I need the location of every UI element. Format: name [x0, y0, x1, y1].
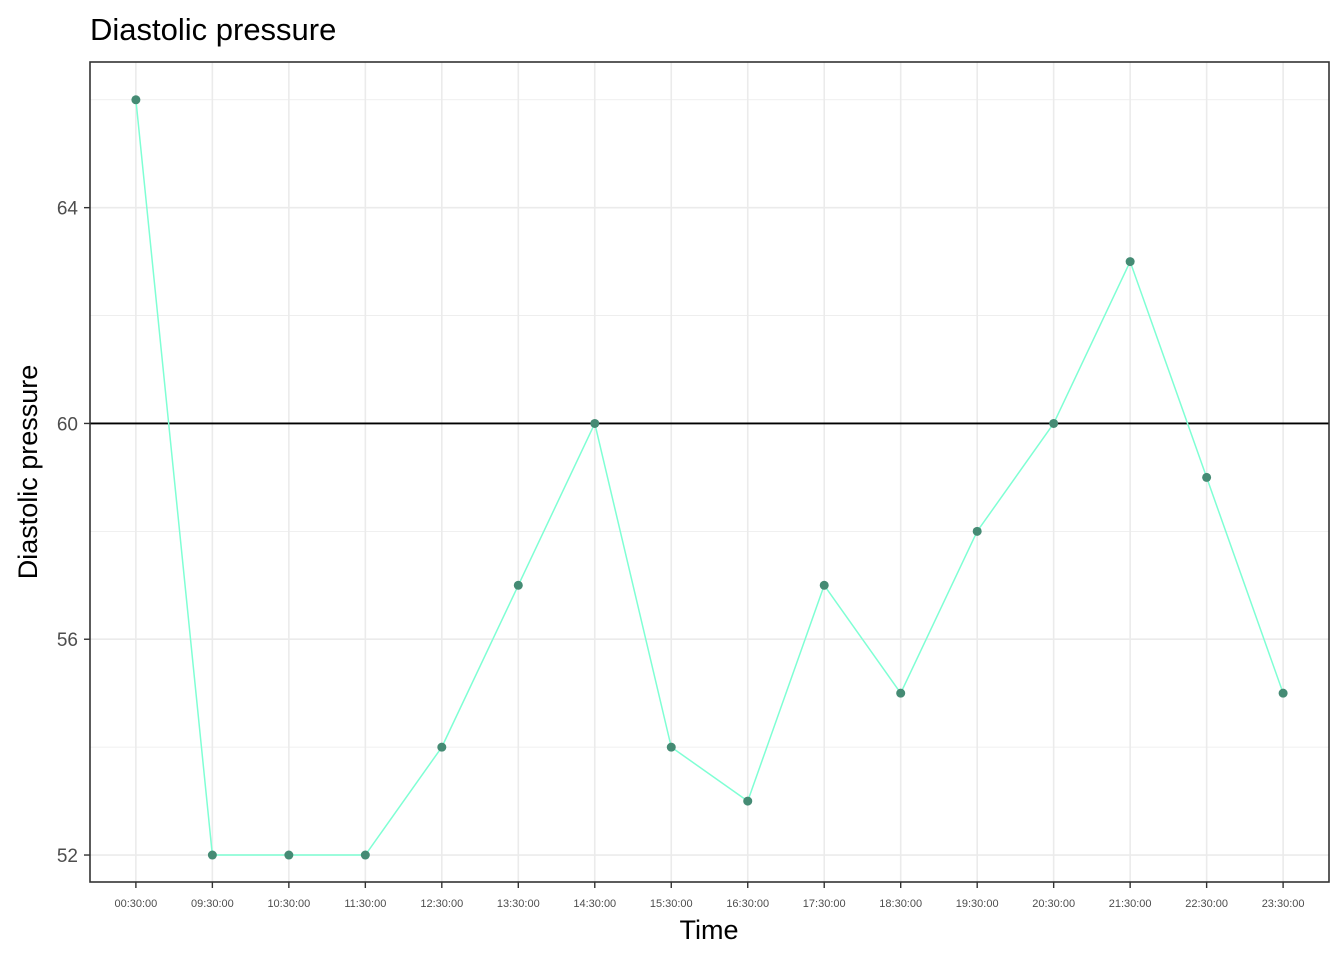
x-tick-label: 11:30:00 — [344, 898, 386, 910]
data-point — [131, 95, 141, 105]
data-point — [972, 526, 982, 536]
minor-gridlines — [90, 99, 1329, 748]
data-point — [1049, 418, 1059, 428]
x-tick-label: 00:30:00 — [114, 898, 157, 910]
data-point — [513, 580, 523, 590]
x-tick-label: 18:30:00 — [879, 898, 922, 910]
data-point — [360, 850, 370, 860]
x-tick-label: 16:30:00 — [726, 898, 769, 910]
points-layer — [131, 95, 1288, 860]
x-tick-label: 13:30:00 — [497, 898, 540, 910]
x-tick-label: 15:30:00 — [650, 898, 693, 910]
y-axis: 52 56 60 64 — [57, 199, 90, 867]
series-layer — [135, 99, 1284, 856]
x-tick-label: 17:30:00 — [803, 898, 846, 910]
y-axis-title: Diastolic pressure — [13, 365, 43, 580]
chart-title: Diastolic pressure — [90, 12, 336, 47]
major-gridlines — [90, 62, 1329, 882]
data-point — [284, 850, 294, 860]
data-point — [896, 688, 906, 698]
x-tick-label: 10:30:00 — [267, 898, 310, 910]
panel-border — [89, 61, 1330, 883]
x-tick-label: 12:30:00 — [420, 898, 463, 910]
x-tick-label: 22:30:00 — [1185, 898, 1228, 910]
data-point — [1202, 472, 1212, 482]
x-tick-label: 21:30:00 — [1109, 898, 1152, 910]
data-point — [666, 742, 676, 752]
x-axis-title: Time — [680, 915, 739, 945]
y-tick-label: 56 — [57, 630, 78, 651]
data-point — [743, 796, 753, 806]
x-tick-label: 23:30:00 — [1262, 898, 1305, 910]
data-point — [1125, 257, 1135, 267]
series-line — [135, 99, 1284, 856]
x-tick-label: 19:30:00 — [956, 898, 999, 910]
data-point — [437, 742, 447, 752]
data-point — [207, 850, 217, 860]
data-point — [1278, 688, 1288, 698]
data-point — [590, 418, 600, 428]
y-tick-label: 52 — [57, 846, 78, 867]
x-tick-label: 20:30:00 — [1032, 898, 1075, 910]
y-tick-label: 60 — [57, 414, 78, 435]
y-tick-label: 64 — [57, 199, 79, 220]
x-tick-label: 09:30:00 — [191, 898, 234, 910]
data-point — [819, 580, 829, 590]
x-axis: 00:30:00 09:30:00 10:30:00 11:30:00 12:30:00… — [114, 882, 1305, 910]
x-tick-label: 14:30:00 — [573, 898, 616, 910]
